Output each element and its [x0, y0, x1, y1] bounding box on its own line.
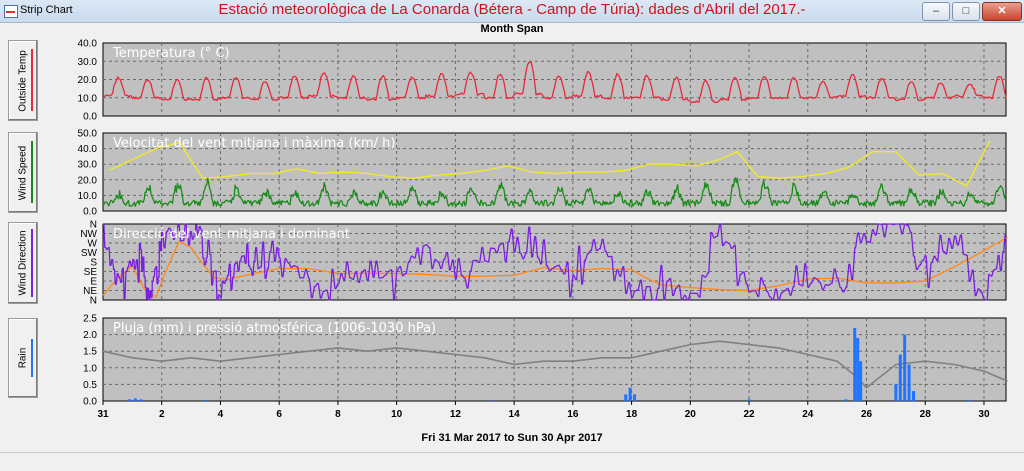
x-tick-label: 2: [159, 409, 165, 420]
panel-title: Pluja (mm) i pressió atmosférica (1006-1…: [113, 321, 436, 336]
series-2-1-line: [103, 223, 1006, 301]
y-tick-label: N: [90, 220, 97, 231]
minimize-button[interactable]: –: [922, 2, 950, 21]
rain-bar: [747, 399, 751, 401]
rain-bar: [856, 337, 860, 401]
chart-subtitle: Month Span: [480, 23, 544, 35]
rain-bar: [898, 354, 902, 401]
y-tick-label: SW: [81, 248, 98, 259]
close-icon: ✕: [997, 5, 1007, 17]
side-button-wind-direction[interactable]: Wind Direction: [8, 222, 38, 304]
x-tick-label: 12: [450, 409, 462, 420]
rain-bar: [624, 394, 628, 401]
y-tick-label: E: [90, 277, 97, 288]
rain-bar: [844, 399, 848, 401]
side-button-wind-speed[interactable]: Wind Speed: [8, 132, 38, 213]
rain-bar: [853, 327, 857, 401]
y-tick-label: NW: [80, 229, 97, 240]
rain-bar: [489, 400, 493, 401]
y-tick-label: NE: [83, 286, 97, 297]
y-tick-label: 10.0: [78, 191, 98, 202]
y-tick-label: SE: [84, 267, 98, 278]
status-bar: [0, 452, 1024, 471]
rain-bar: [894, 384, 898, 401]
rain-bar: [633, 394, 637, 401]
side-button-outside-temp[interactable]: Outside Temp: [8, 40, 38, 121]
app-title: Strip Chart: [20, 4, 73, 16]
y-tick-label: 1.0: [83, 363, 97, 374]
y-tick-label: 0.0: [83, 112, 97, 123]
rain-bar: [133, 398, 137, 401]
x-tick-label: 4: [218, 409, 224, 420]
y-tick-label: 30.0: [78, 160, 98, 171]
x-tick-label: 22: [743, 409, 755, 420]
x-tick-label: 6: [276, 409, 282, 420]
y-tick-label: 2.0: [83, 330, 97, 341]
chart-app-icon: [4, 5, 18, 18]
rain-bar: [127, 399, 131, 401]
close-button[interactable]: ✕: [982, 2, 1022, 21]
series-2-0-line: [102, 236, 1008, 298]
x-tick-label: 16: [567, 409, 579, 420]
panel-title: Temperatura (° C): [112, 46, 230, 61]
series-0-0-line: [102, 61, 1007, 104]
minimize-icon: –: [932, 5, 940, 17]
x-tick-label: 31: [97, 409, 109, 420]
y-tick-label: 30.0: [78, 57, 98, 68]
x-tick-label: 26: [861, 409, 873, 420]
window-titlebar: Strip Chart Estació meteorològica de La …: [0, 0, 1024, 23]
rain-bar: [859, 361, 863, 401]
rain-bar: [907, 364, 911, 401]
rain-bar: [628, 387, 632, 401]
x-tick-label: 30: [978, 409, 990, 420]
series-1-0-line: [108, 140, 991, 187]
x-tick-label: 18: [626, 409, 638, 420]
rain-bar: [139, 399, 143, 401]
x-tick-label: 28: [920, 409, 932, 420]
y-tick-label: 10.0: [78, 93, 98, 104]
series-color-swatch: [31, 339, 33, 377]
x-tick-label: 24: [802, 409, 814, 420]
x-tick-label: 10: [391, 409, 403, 420]
rain-bar: [903, 334, 907, 401]
x-tick-label: 20: [685, 409, 697, 420]
series-color-swatch: [31, 229, 33, 297]
y-tick-label: 50.0: [78, 129, 98, 140]
panel-title: Direcció del vent mitjana i dominant: [113, 227, 350, 242]
series-3-0-line: [102, 340, 1008, 389]
panel-title: Velocitat del vent mitjana i màxima (km/…: [113, 136, 395, 151]
y-tick-label: 0.5: [83, 380, 97, 391]
rain-bar: [967, 400, 971, 401]
y-tick-label: 2.5: [83, 314, 97, 325]
y-tick-label: 20.0: [78, 175, 98, 186]
chart-title: Estació meteorològica de La Conarda (Bét…: [218, 1, 806, 18]
rain-bar: [204, 400, 208, 401]
x-tick-label: 8: [335, 409, 341, 420]
y-tick-label: N: [90, 296, 97, 307]
x-tick-label: 14: [509, 409, 521, 420]
y-tick-label: W: [88, 239, 98, 250]
y-tick-label: 0.0: [83, 397, 97, 408]
series-color-swatch: [31, 141, 33, 203]
side-button-rain[interactable]: Rain: [8, 318, 38, 398]
y-tick-label: 40.0: [78, 144, 98, 155]
maximize-button[interactable]: □: [952, 2, 980, 21]
series-color-swatch: [31, 49, 33, 111]
y-tick-label: 1.5: [83, 347, 97, 358]
rain-bar: [911, 391, 915, 401]
date-range-label: Fri 31 Mar 2017 to Sun 30 Apr 2017: [421, 432, 603, 444]
y-tick-label: S: [90, 258, 97, 269]
y-tick-label: 40.0: [78, 39, 98, 50]
y-tick-label: 20.0: [78, 75, 98, 86]
series-1-1-line: [102, 177, 1007, 207]
y-tick-label: 0.0: [83, 207, 97, 218]
maximize-icon: □: [962, 5, 970, 17]
